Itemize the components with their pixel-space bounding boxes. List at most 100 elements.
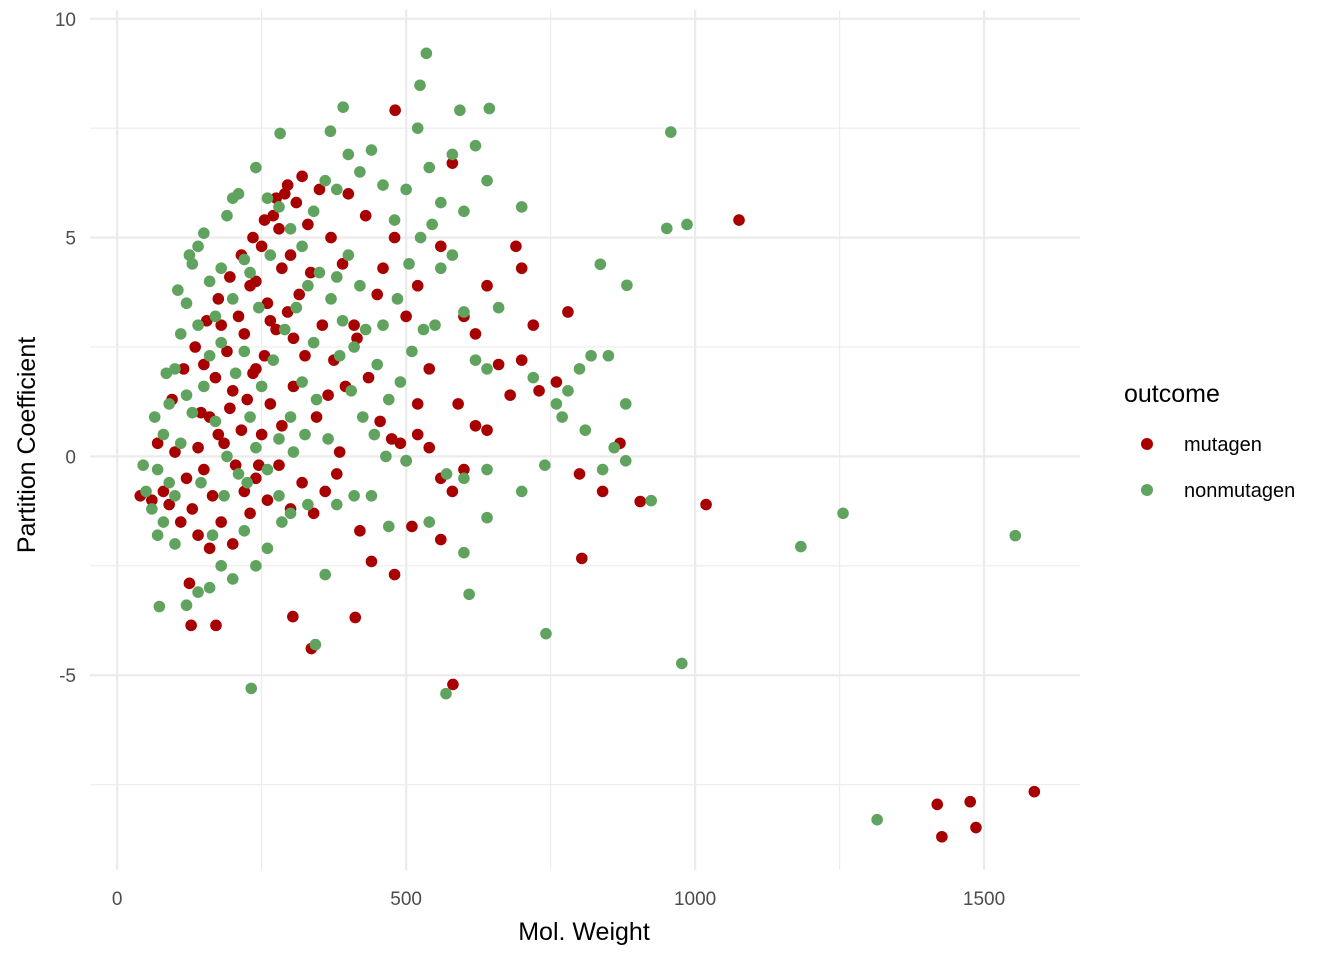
- point-mutagen: [596, 485, 609, 498]
- x-tick-label: 1000: [674, 889, 716, 910]
- point-nonmutagen: [226, 573, 239, 585]
- point-mutagen: [281, 306, 294, 318]
- point-nonmutagen: [140, 485, 152, 498]
- point-nonmutagen: [203, 349, 216, 362]
- point-mutagen: [195, 406, 207, 419]
- point-mutagen: [281, 179, 294, 191]
- point-mutagen: [515, 354, 528, 366]
- point-nonmutagen: [342, 249, 355, 261]
- point-nonmutagen: [348, 341, 360, 353]
- point-nonmutagen: [169, 490, 181, 502]
- point-mutagen: [212, 428, 225, 441]
- point-nonmutagen: [330, 498, 343, 511]
- point-mutagen: [261, 494, 274, 506]
- point-mutagen: [212, 293, 225, 305]
- point-nonmutagen: [250, 560, 262, 572]
- point-mutagen: [264, 398, 277, 410]
- point-nonmutagen: [174, 437, 187, 450]
- point-mutagen: [258, 214, 271, 226]
- point-nonmutagen: [458, 306, 470, 318]
- point-nonmutagen: [215, 560, 227, 572]
- point-mutagen: [221, 345, 233, 358]
- point-nonmutagen: [174, 328, 187, 340]
- point-nonmutagen: [515, 201, 528, 213]
- point-mutagen: [250, 363, 262, 375]
- point-nonmutagen: [290, 301, 303, 314]
- point-nonmutagen: [417, 323, 430, 336]
- point-mutagen: [492, 358, 505, 371]
- point-nonmutagen: [192, 240, 204, 253]
- point-nonmutagen: [681, 218, 693, 231]
- point-mutagen: [435, 240, 447, 253]
- point-mutagen: [296, 476, 308, 489]
- point-nonmutagen: [151, 529, 164, 541]
- point-mutagen: [310, 411, 323, 423]
- point-mutagen: [533, 384, 545, 397]
- point-mutagen: [348, 319, 360, 331]
- point-nonmutagen: [146, 503, 158, 515]
- point-nonmutagen: [302, 498, 314, 511]
- point-nonmutagen: [435, 262, 447, 275]
- point-nonmutagen: [469, 354, 482, 366]
- point-mutagen: [510, 240, 522, 253]
- point-mutagen: [226, 384, 239, 397]
- point-nonmutagen: [296, 376, 308, 388]
- point-nonmutagen: [368, 428, 381, 441]
- point-nonmutagen: [562, 384, 574, 397]
- point-nonmutagen: [585, 349, 597, 362]
- point-mutagen: [238, 328, 251, 340]
- point-nonmutagen: [232, 188, 245, 200]
- point-mutagen: [931, 798, 944, 811]
- point-mutagen: [270, 323, 282, 336]
- point-nonmutagen: [153, 600, 166, 613]
- point-mutagen: [261, 297, 274, 310]
- point-mutagen: [562, 306, 574, 318]
- legend-title: outcome: [1124, 380, 1220, 408]
- point-nonmutagen: [354, 166, 366, 178]
- point-mutagen: [385, 433, 398, 445]
- point-nonmutagen: [261, 192, 274, 204]
- point-nonmutagen: [157, 428, 170, 441]
- y-tick-label: 5: [65, 229, 76, 250]
- point-mutagen: [296, 170, 308, 183]
- x-tick-label: 1500: [963, 889, 1005, 910]
- point-mutagen: [349, 611, 362, 624]
- point-mutagen: [287, 380, 300, 393]
- point-mutagen: [304, 266, 317, 279]
- point-nonmutagen: [414, 79, 426, 92]
- legend-label-mutagen: mutagen: [1184, 434, 1262, 456]
- legend-key-nonmutagen: [1141, 484, 1153, 496]
- point-mutagen: [964, 795, 976, 808]
- point-mutagen: [232, 310, 245, 323]
- point-nonmutagen: [458, 472, 470, 485]
- point-nonmutagen: [172, 284, 184, 296]
- point-nonmutagen: [160, 367, 173, 380]
- point-nonmutagen: [414, 231, 427, 244]
- point-nonmutagen: [183, 249, 196, 261]
- point-mutagen: [351, 332, 363, 345]
- point-mutagen: [215, 516, 227, 528]
- point-nonmutagen: [276, 516, 288, 528]
- point-nonmutagen: [515, 485, 528, 498]
- point-mutagen: [319, 485, 332, 498]
- x-axis-ticks: 0 500 1000 1500: [112, 889, 1005, 910]
- point-nonmutagen: [556, 411, 568, 423]
- point-nonmutagen: [307, 205, 320, 218]
- point-mutagen: [365, 555, 378, 568]
- point-nonmutagen: [310, 393, 323, 406]
- point-nonmutagen: [380, 450, 392, 463]
- point-mutagen: [307, 507, 320, 520]
- point-mutagen: [215, 319, 227, 331]
- point-mutagen: [389, 104, 401, 117]
- point-nonmutagen: [238, 253, 251, 266]
- point-nonmutagen: [209, 415, 222, 428]
- point-mutagen: [192, 529, 204, 541]
- point-nonmutagen: [377, 319, 389, 331]
- point-nonmutagen: [371, 358, 384, 371]
- point-nonmutagen: [481, 463, 493, 476]
- point-mutagen: [634, 495, 646, 508]
- point-mutagen: [354, 525, 366, 537]
- point-nonmutagen: [148, 411, 161, 423]
- point-mutagen: [218, 437, 230, 450]
- point-nonmutagen: [429, 319, 441, 331]
